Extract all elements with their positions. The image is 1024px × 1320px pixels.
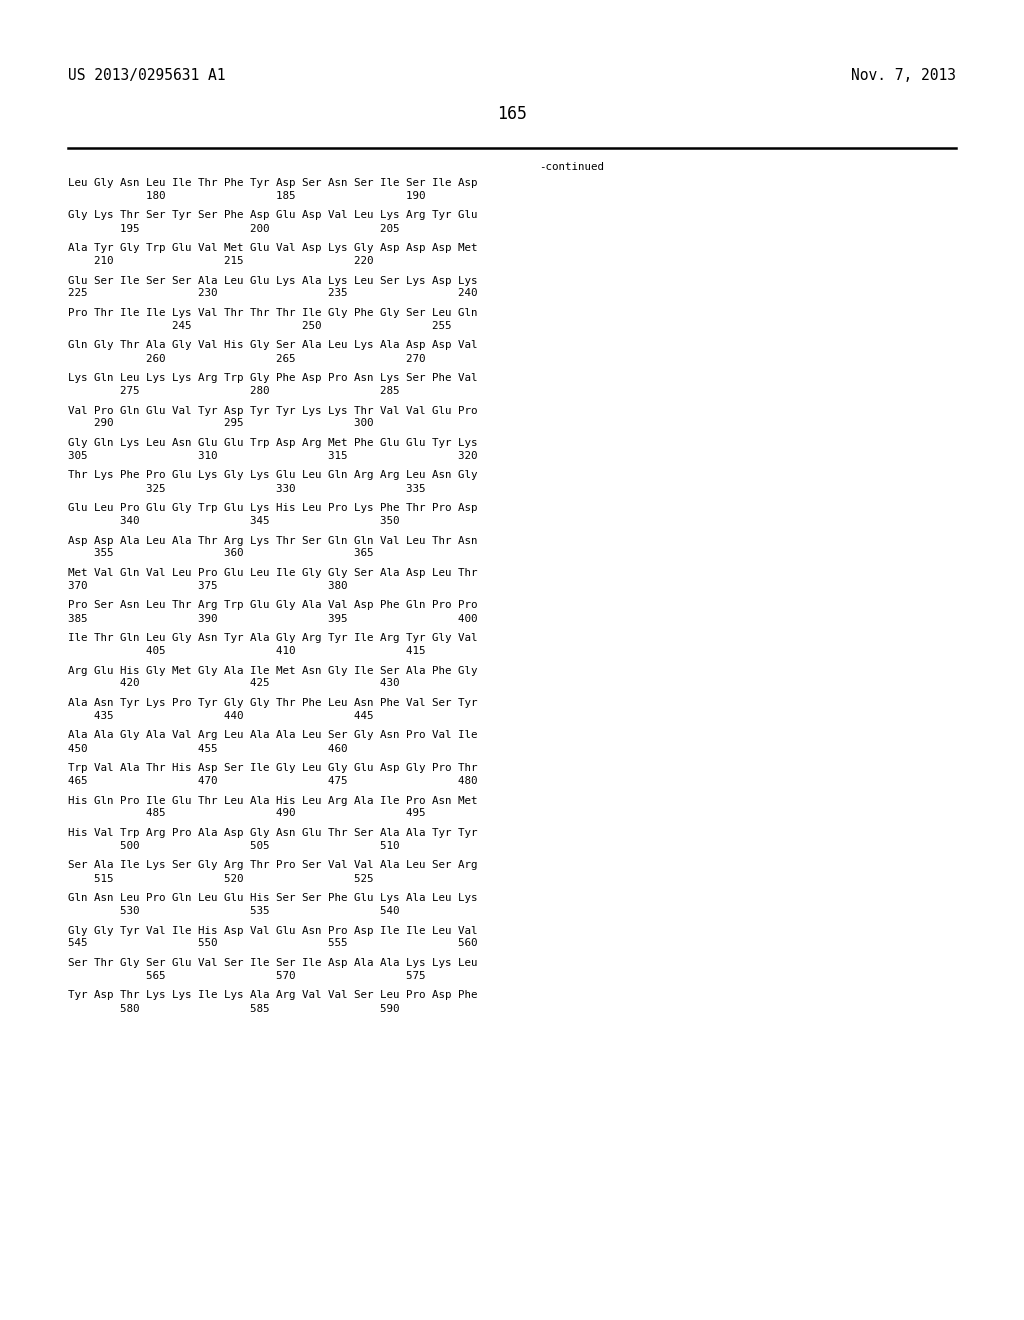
Text: Met Val Gln Val Leu Pro Glu Leu Ile Gly Gly Ser Ala Asp Leu Thr: Met Val Gln Val Leu Pro Glu Leu Ile Gly … (68, 568, 477, 578)
Text: 290                 295                 300: 290 295 300 (68, 418, 374, 429)
Text: Pro Thr Ile Ile Lys Val Thr Thr Thr Ile Gly Phe Gly Ser Leu Gln: Pro Thr Ile Ile Lys Val Thr Thr Thr Ile … (68, 308, 477, 318)
Text: Nov. 7, 2013: Nov. 7, 2013 (851, 69, 956, 83)
Text: Leu Gly Asn Leu Ile Thr Phe Tyr Asp Ser Asn Ser Ile Ser Ile Asp: Leu Gly Asn Leu Ile Thr Phe Tyr Asp Ser … (68, 178, 477, 187)
Text: 355                 360                 365: 355 360 365 (68, 549, 374, 558)
Text: Gln Asn Leu Pro Gln Leu Glu His Ser Ser Phe Glu Lys Ala Leu Lys: Gln Asn Leu Pro Gln Leu Glu His Ser Ser … (68, 894, 477, 903)
Text: Glu Ser Ile Ser Ser Ala Leu Glu Lys Ala Lys Leu Ser Lys Asp Lys: Glu Ser Ile Ser Ser Ala Leu Glu Lys Ala … (68, 276, 477, 285)
Text: 565                 570                 575: 565 570 575 (68, 972, 426, 981)
Text: Arg Glu His Gly Met Gly Ala Ile Met Asn Gly Ile Ser Ala Phe Gly: Arg Glu His Gly Met Gly Ala Ile Met Asn … (68, 665, 477, 676)
Text: Asp Asp Ala Leu Ala Thr Arg Lys Thr Ser Gln Gln Val Leu Thr Asn: Asp Asp Ala Leu Ala Thr Arg Lys Thr Ser … (68, 536, 477, 545)
Text: 370                 375                 380: 370 375 380 (68, 581, 347, 591)
Text: 210                 215                 220: 210 215 220 (68, 256, 374, 267)
Text: 275                 280                 285: 275 280 285 (68, 385, 399, 396)
Text: Val Pro Gln Glu Val Tyr Asp Tyr Tyr Lys Lys Thr Val Val Glu Pro: Val Pro Gln Glu Val Tyr Asp Tyr Tyr Lys … (68, 405, 477, 416)
Text: 325                 330                 335: 325 330 335 (68, 483, 426, 494)
Text: 225                 230                 235                 240: 225 230 235 240 (68, 289, 477, 298)
Text: Glu Leu Pro Glu Gly Trp Glu Lys His Leu Pro Lys Phe Thr Pro Asp: Glu Leu Pro Glu Gly Trp Glu Lys His Leu … (68, 503, 477, 513)
Text: Ala Asn Tyr Lys Pro Tyr Gly Gly Thr Phe Leu Asn Phe Val Ser Tyr: Ala Asn Tyr Lys Pro Tyr Gly Gly Thr Phe … (68, 698, 477, 708)
Text: Ile Thr Gln Leu Gly Asn Tyr Ala Gly Arg Tyr Ile Arg Tyr Gly Val: Ile Thr Gln Leu Gly Asn Tyr Ala Gly Arg … (68, 634, 477, 643)
Text: His Val Trp Arg Pro Ala Asp Gly Asn Glu Thr Ser Ala Ala Tyr Tyr: His Val Trp Arg Pro Ala Asp Gly Asn Glu … (68, 828, 477, 838)
Text: 515                 520                 525: 515 520 525 (68, 874, 374, 883)
Text: 405                 410                 415: 405 410 415 (68, 645, 426, 656)
Text: 435                 440                 445: 435 440 445 (68, 711, 374, 721)
Text: Gly Lys Thr Ser Tyr Ser Phe Asp Glu Asp Val Leu Lys Arg Tyr Glu: Gly Lys Thr Ser Tyr Ser Phe Asp Glu Asp … (68, 210, 477, 220)
Text: Gly Gln Lys Leu Asn Glu Glu Trp Asp Arg Met Phe Glu Glu Tyr Lys: Gly Gln Lys Leu Asn Glu Glu Trp Asp Arg … (68, 438, 477, 447)
Text: Lys Gln Leu Lys Lys Arg Trp Gly Phe Asp Pro Asn Lys Ser Phe Val: Lys Gln Leu Lys Lys Arg Trp Gly Phe Asp … (68, 374, 477, 383)
Text: Pro Ser Asn Leu Thr Arg Trp Glu Gly Ala Val Asp Phe Gln Pro Pro: Pro Ser Asn Leu Thr Arg Trp Glu Gly Ala … (68, 601, 477, 610)
Text: 245                 250                 255: 245 250 255 (68, 321, 452, 331)
Text: 305                 310                 315                 320: 305 310 315 320 (68, 451, 477, 461)
Text: 195                 200                 205: 195 200 205 (68, 223, 399, 234)
Text: Tyr Asp Thr Lys Lys Ile Lys Ala Arg Val Val Ser Leu Pro Asp Phe: Tyr Asp Thr Lys Lys Ile Lys Ala Arg Val … (68, 990, 477, 1001)
Text: 580                 585                 590: 580 585 590 (68, 1003, 399, 1014)
Text: 165: 165 (497, 106, 527, 123)
Text: US 2013/0295631 A1: US 2013/0295631 A1 (68, 69, 225, 83)
Text: Gly Gly Tyr Val Ile His Asp Val Glu Asn Pro Asp Ile Ile Leu Val: Gly Gly Tyr Val Ile His Asp Val Glu Asn … (68, 925, 477, 936)
Text: Ser Thr Gly Ser Glu Val Ser Ile Ser Ile Asp Ala Ala Lys Lys Leu: Ser Thr Gly Ser Glu Val Ser Ile Ser Ile … (68, 958, 477, 968)
Text: His Gln Pro Ile Glu Thr Leu Ala His Leu Arg Ala Ile Pro Asn Met: His Gln Pro Ile Glu Thr Leu Ala His Leu … (68, 796, 477, 805)
Text: Trp Val Ala Thr His Asp Ser Ile Gly Leu Gly Glu Asp Gly Pro Thr: Trp Val Ala Thr His Asp Ser Ile Gly Leu … (68, 763, 477, 774)
Text: 500                 505                 510: 500 505 510 (68, 841, 399, 851)
Text: 340                 345                 350: 340 345 350 (68, 516, 399, 525)
Text: 420                 425                 430: 420 425 430 (68, 678, 399, 689)
Text: 450                 455                 460: 450 455 460 (68, 743, 347, 754)
Text: Ala Ala Gly Ala Val Arg Leu Ala Ala Leu Ser Gly Asn Pro Val Ile: Ala Ala Gly Ala Val Arg Leu Ala Ala Leu … (68, 730, 477, 741)
Text: 530                 535                 540: 530 535 540 (68, 906, 399, 916)
Text: 485                 490                 495: 485 490 495 (68, 808, 426, 818)
Text: 180                 185                 190: 180 185 190 (68, 191, 426, 201)
Text: Ala Tyr Gly Trp Glu Val Met Glu Val Asp Lys Gly Asp Asp Asp Met: Ala Tyr Gly Trp Glu Val Met Glu Val Asp … (68, 243, 477, 253)
Text: Thr Lys Phe Pro Glu Lys Gly Lys Glu Leu Gln Arg Arg Leu Asn Gly: Thr Lys Phe Pro Glu Lys Gly Lys Glu Leu … (68, 470, 477, 480)
Text: 385                 390                 395                 400: 385 390 395 400 (68, 614, 477, 623)
Text: Gln Gly Thr Ala Gly Val His Gly Ser Ala Leu Lys Ala Asp Asp Val: Gln Gly Thr Ala Gly Val His Gly Ser Ala … (68, 341, 477, 351)
Text: 260                 265                 270: 260 265 270 (68, 354, 426, 363)
Text: 465                 470                 475                 480: 465 470 475 480 (68, 776, 477, 785)
Text: -continued: -continued (540, 162, 604, 172)
Text: 545                 550                 555                 560: 545 550 555 560 (68, 939, 477, 949)
Text: Ser Ala Ile Lys Ser Gly Arg Thr Pro Ser Val Val Ala Leu Ser Arg: Ser Ala Ile Lys Ser Gly Arg Thr Pro Ser … (68, 861, 477, 870)
